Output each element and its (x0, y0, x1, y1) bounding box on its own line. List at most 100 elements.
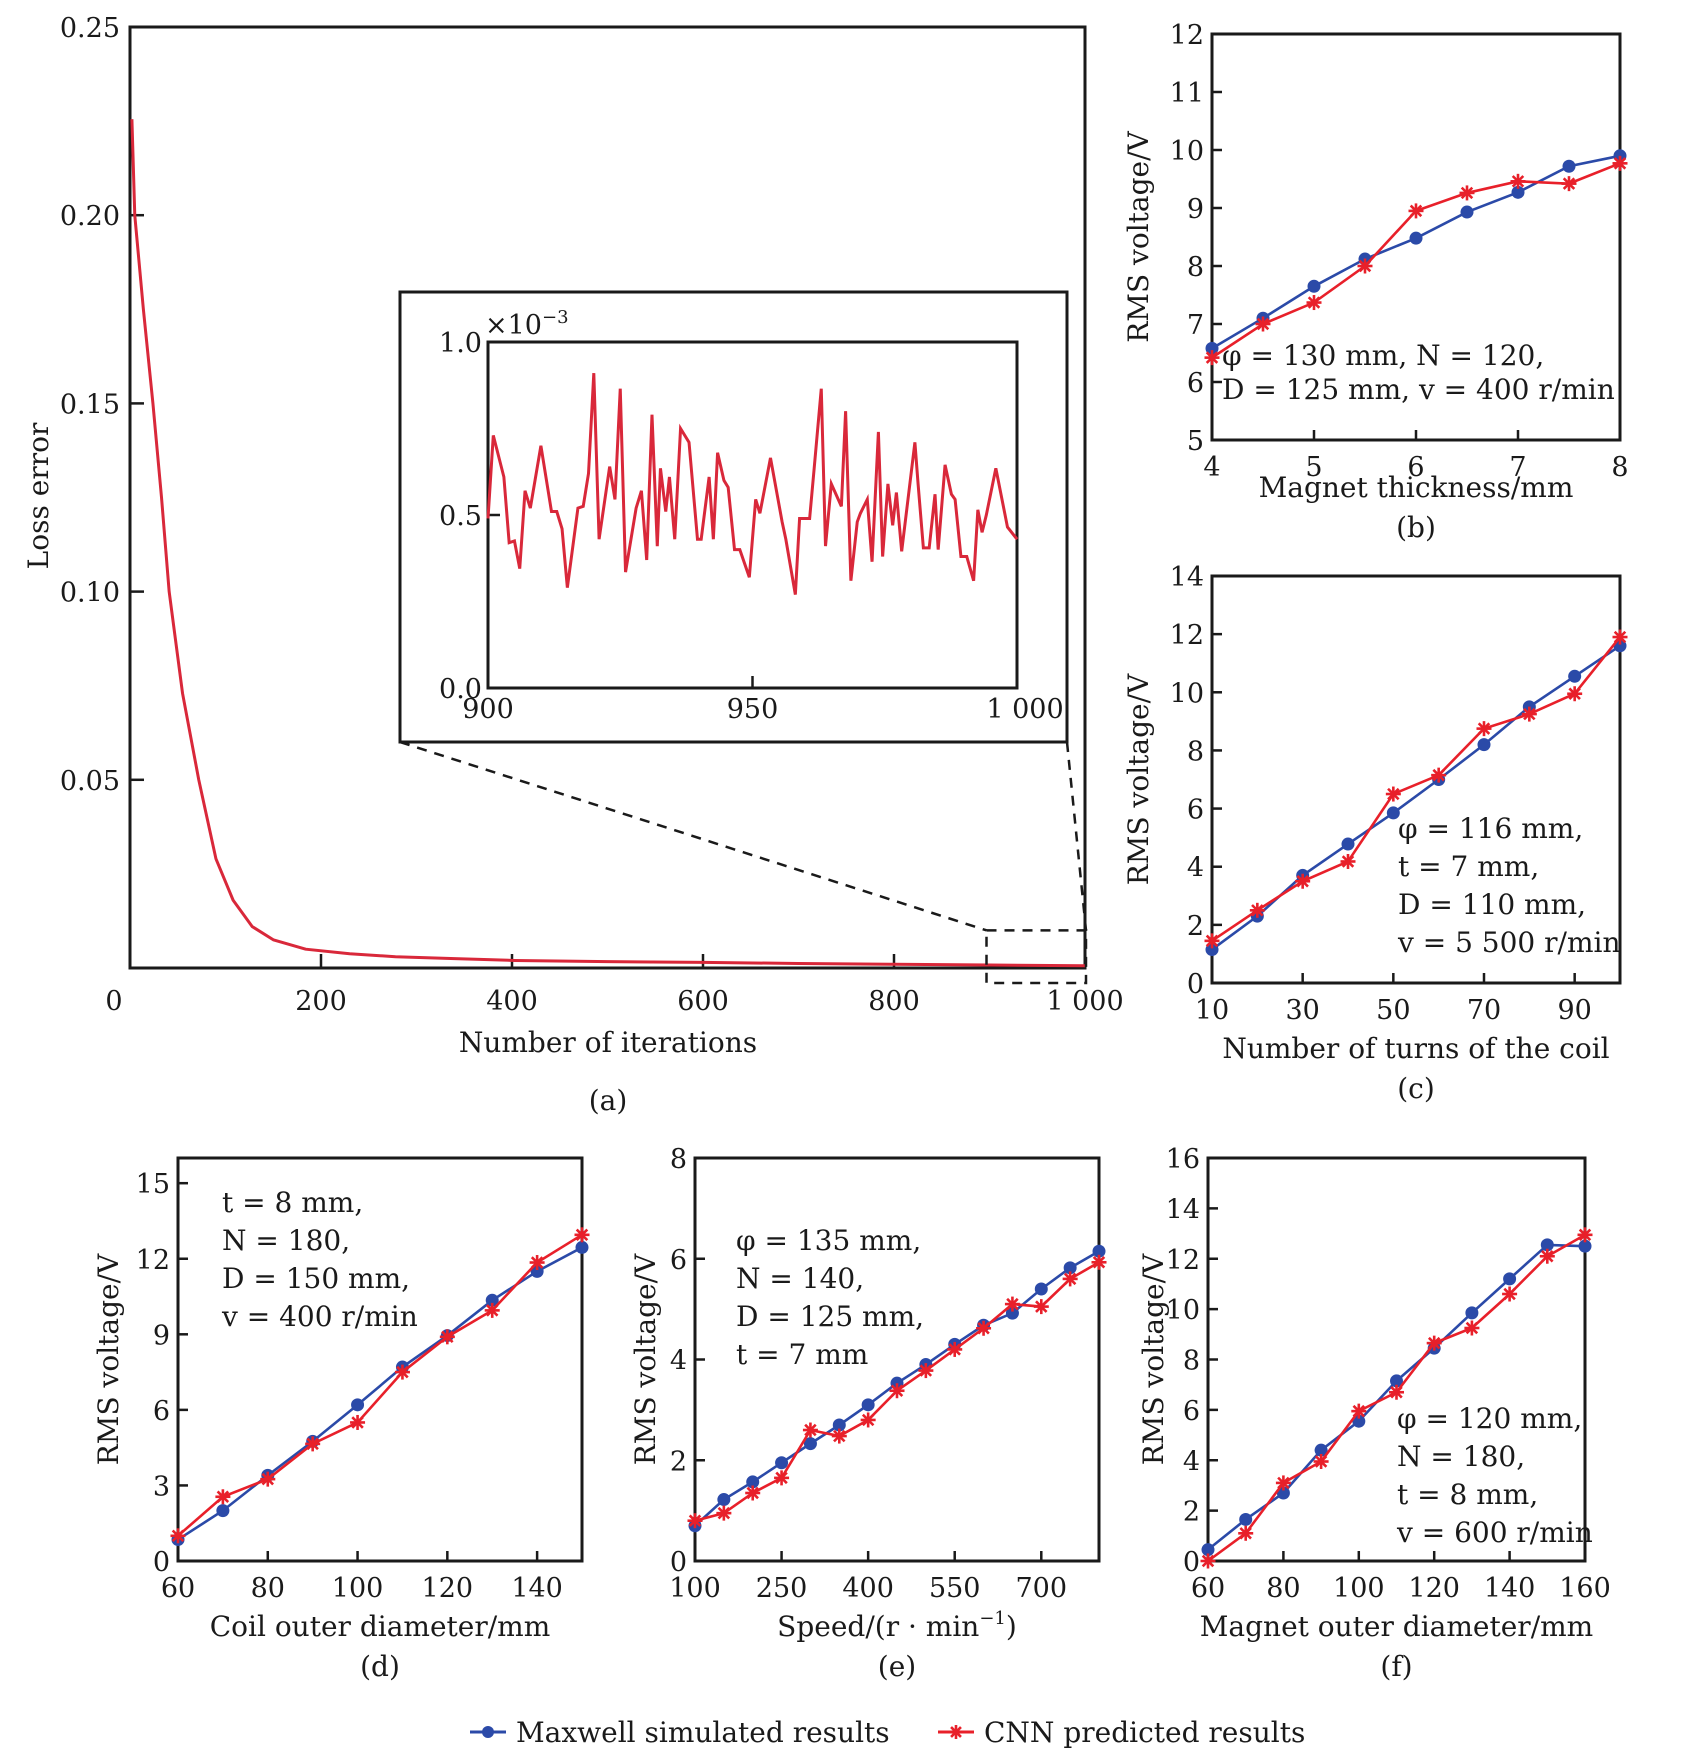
parameter-annotation: φ = 135 mm, (736, 1224, 921, 1257)
data-point-cnn-stroke (1460, 186, 1474, 200)
parameter-annotation: N = 140, (736, 1262, 864, 1295)
y-tick-label: 2 (670, 1446, 687, 1477)
y-tick-label: 8 (670, 1144, 687, 1175)
data-point-maxwell (717, 1493, 731, 1507)
data-point-cnn-stroke (485, 1304, 499, 1317)
x-tick-label: 100 (669, 1573, 721, 1604)
data-point-maxwell (1092, 1244, 1106, 1258)
loss-curve (130, 119, 1086, 968)
series-line-cnn (1211, 162, 1621, 359)
data-point-cnn-stroke (1277, 1476, 1290, 1490)
x-tick-label: 50 (1376, 995, 1410, 1026)
x-axis-label-base: Speed/(r · min (777, 1610, 979, 1643)
parameter-annotation: φ = 120 mm, (1397, 1402, 1582, 1435)
data-point-cnn (1539, 1248, 1555, 1264)
series-line-cnn (177, 1233, 583, 1537)
plot-frame (1210, 574, 1622, 985)
data-point-cnn-stroke (1427, 1336, 1441, 1350)
inset-y-tick-label: 0.0 (439, 674, 482, 705)
parameter-annotation: t = 7 mm (736, 1338, 868, 1371)
series-cnn (1204, 155, 1628, 366)
data-point-cnn (305, 1436, 321, 1452)
data-point-maxwell (1386, 806, 1400, 820)
y-tick-label: 0.20 (60, 201, 120, 232)
parameter-annotation: D = 125 mm, v = 400 r/min (1222, 373, 1615, 406)
x-tick-label: 400 (842, 1573, 894, 1604)
x-tick-label: 250 (756, 1573, 808, 1604)
data-point-maxwell (1460, 205, 1474, 219)
data-point-cnn (1275, 1475, 1291, 1491)
data-point-cnn (1408, 203, 1424, 219)
data-point-maxwell (216, 1504, 230, 1518)
panel-a: 0.05 0.10 0.15 0.20 0.25 0 200 400 600 800 1 000 Nu… (22, 13, 1124, 1117)
x-axis-label: Speed/(r · min−1) (777, 1608, 1017, 1643)
data-point-maxwell (861, 1398, 875, 1412)
y-tick-label: 0 (153, 1547, 170, 1578)
plot-frame (176, 1156, 584, 1563)
data-point-cnn (1502, 1286, 1518, 1302)
y-tick-label: 6 (1187, 368, 1204, 399)
data-point-cnn-stroke (1465, 1321, 1479, 1335)
data-point-cnn-stroke (1511, 175, 1525, 188)
data-point-cnn-stroke (1307, 296, 1321, 309)
data-point-cnn-stroke (1613, 157, 1627, 170)
data-point-cnn-stroke (1035, 1300, 1048, 1313)
data-point-cnn (1510, 173, 1526, 189)
data-point-maxwell (1465, 1306, 1479, 1320)
data-point-cnn (1357, 258, 1373, 274)
x-axis-label: Magnet thickness/mm (1259, 471, 1574, 504)
x-tick-label: 200 (295, 986, 347, 1017)
panel-label: (a) (589, 1084, 628, 1117)
data-point-maxwell (803, 1437, 817, 1451)
inset-x-tick-label: 1 000 (986, 694, 1063, 725)
data-point-cnn-stroke (1503, 1287, 1516, 1301)
data-point-cnn (260, 1471, 276, 1487)
data-point-cnn-stroke (1341, 855, 1355, 868)
legend-cnn-asterisk-mark-stroke (950, 1726, 962, 1738)
data-point-cnn (574, 1227, 590, 1243)
data-point-cnn (170, 1528, 186, 1544)
data-point-maxwell (1276, 1486, 1290, 1500)
legend: Maxwell simulated results CNN predicted … (470, 1716, 1305, 1749)
data-point-cnn (394, 1364, 410, 1380)
data-point-cnn (1306, 295, 1322, 311)
data-point-maxwell (1341, 837, 1355, 851)
data-point-cnn-stroke (1390, 1386, 1403, 1399)
data-point-cnn (1340, 853, 1356, 869)
panel-e: 0 2 4 6 8 100 250 400 550 700 Speed/(r · min−1) RMS… (629, 1144, 1107, 1683)
x-tick-label: 30 (1285, 995, 1319, 1026)
data-point-cnn (687, 1513, 703, 1529)
y-tick-label: 10 (1170, 136, 1204, 167)
data-point-cnn-stroke (861, 1413, 875, 1427)
y-tick-label: 7 (1187, 310, 1204, 341)
data-point-cnn-stroke (1205, 934, 1219, 948)
data-point-cnn (1295, 873, 1311, 889)
data-point-maxwell (746, 1475, 760, 1489)
data-point-cnn-stroke (1251, 904, 1264, 917)
data-point-cnn (1238, 1525, 1254, 1541)
x-axis-label: Number of turns of the coil (1222, 1032, 1609, 1065)
y-tick-label: 11 (1170, 78, 1204, 109)
y-axis-label: RMS voltage/V (629, 1253, 662, 1465)
data-point-cnn-stroke (890, 1384, 904, 1397)
data-point-cnn-stroke (1201, 1554, 1215, 1568)
data-point-cnn (1577, 1227, 1593, 1243)
x-tick-label: 550 (929, 1573, 981, 1604)
x-tick-label: 60 (161, 1573, 195, 1604)
parameter-annotation: v = 400 r/min (221, 1300, 418, 1333)
x-tick-label: 400 (486, 986, 538, 1017)
x-tick-label: 600 (677, 986, 729, 1017)
data-point-maxwell (1201, 1543, 1215, 1557)
series-line-cnn (1211, 636, 1622, 942)
data-point-cnn (1004, 1296, 1020, 1312)
data-point-maxwell (1578, 1239, 1592, 1253)
y-tick-label: 0 (1183, 1547, 1200, 1578)
data-point-cnn (860, 1412, 876, 1428)
data-point-cnn (484, 1302, 500, 1318)
x-tick-label: 80 (251, 1573, 285, 1604)
data-point-cnn (1426, 1335, 1442, 1351)
data-point-cnn (1521, 706, 1537, 722)
data-point-cnn-stroke (1578, 1228, 1592, 1242)
y-tick-label: 14 (1166, 1194, 1200, 1225)
data-point-maxwell (1005, 1306, 1019, 1320)
